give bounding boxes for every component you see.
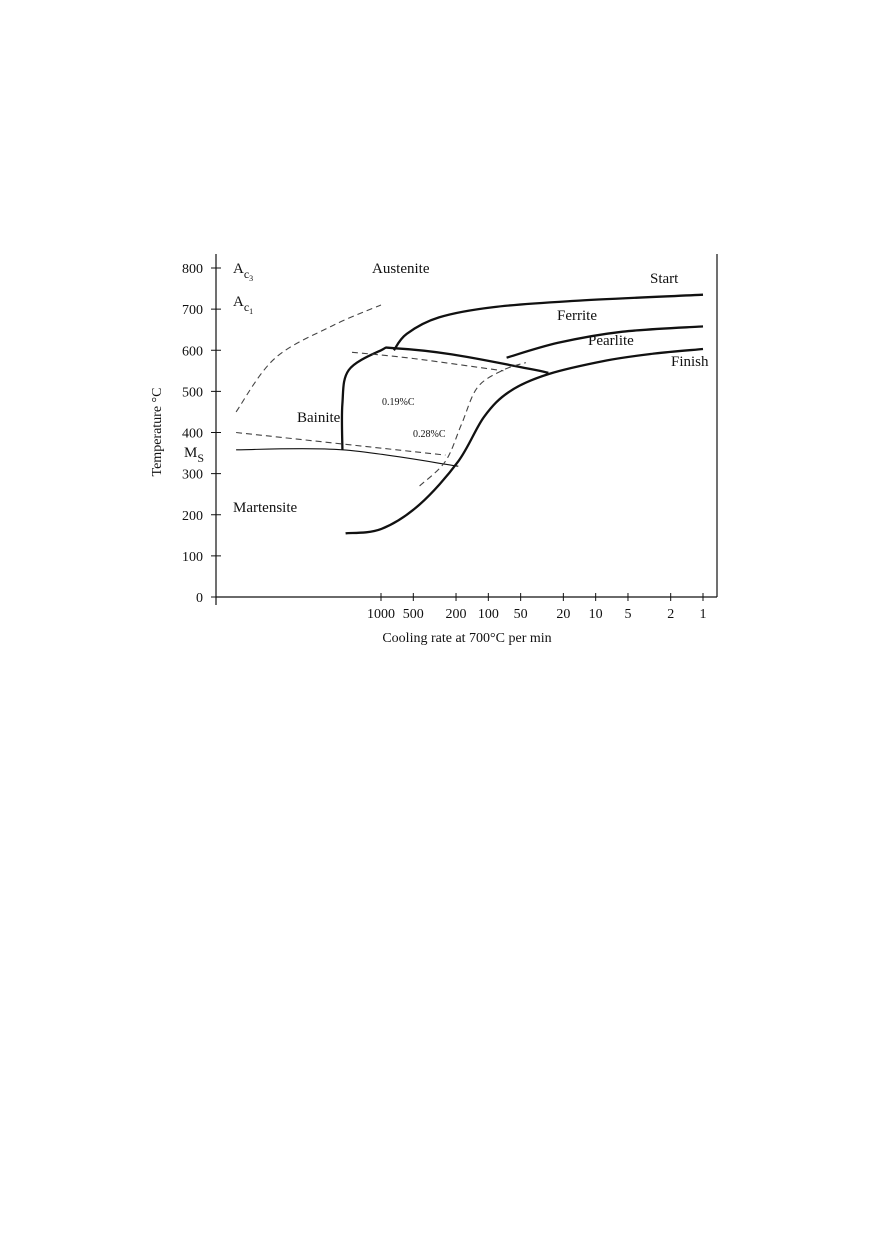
x-tick-label: 100 xyxy=(478,607,499,622)
pearlite-label: Pearlite xyxy=(588,333,634,349)
carbon-019-label: 0.19%C xyxy=(382,397,415,408)
ms-label: MS xyxy=(184,445,204,465)
finish-label: Finish xyxy=(671,354,709,370)
y-tick-label: 800 xyxy=(182,262,203,277)
y-tick-label: 200 xyxy=(182,509,203,524)
y-tick-label: 400 xyxy=(182,427,203,442)
austenite-label: Austenite xyxy=(372,261,430,277)
x-tick-label: 5 xyxy=(624,607,631,622)
x-axis-title: Cooling rate at 700°C per min xyxy=(382,631,551,646)
curve-start xyxy=(392,293,704,351)
axes xyxy=(211,254,718,605)
y-tick-label: 500 xyxy=(182,385,203,400)
curve-ms-0-19-c xyxy=(236,431,446,456)
y-tick-label: 300 xyxy=(182,468,203,483)
x-tick-label: 50 xyxy=(514,607,528,622)
start-label: Start xyxy=(650,271,679,287)
x-tick-label: 20 xyxy=(556,607,570,622)
x-tick-label: 200 xyxy=(446,607,467,622)
ac1-label: Ac1 xyxy=(233,294,253,316)
y-axis-title: Temperature °C xyxy=(150,388,165,477)
y-tick-label: 700 xyxy=(182,303,203,318)
curve-finish xyxy=(345,347,704,535)
x-tick-label: 1 xyxy=(700,607,707,622)
x-tick-label: 500 xyxy=(403,607,424,622)
x-tick-label: 2 xyxy=(667,607,674,622)
curve-0-19-c xyxy=(419,362,527,487)
ferrite-label: Ferrite xyxy=(557,308,597,324)
carbon-028-label: 0.28%C xyxy=(413,429,446,440)
martensite-label: Martensite xyxy=(233,500,297,516)
curve-ferrite xyxy=(506,325,704,359)
y-tick-label: 100 xyxy=(182,550,203,565)
curve-bainite-boundary xyxy=(340,346,549,450)
x-tick-label: 1000 xyxy=(367,607,395,622)
curve-ms xyxy=(236,448,459,467)
curves xyxy=(235,293,704,535)
ac3-label: Ac3 xyxy=(233,261,253,283)
x-tick-label: 10 xyxy=(589,607,603,622)
y-tick-label: 600 xyxy=(182,344,203,359)
curve-ac-curve xyxy=(235,304,382,413)
curve-bainite-start-0-19-c xyxy=(351,351,504,372)
y-tick-label: 0 xyxy=(196,591,203,606)
bainite-label: Bainite xyxy=(297,410,341,426)
